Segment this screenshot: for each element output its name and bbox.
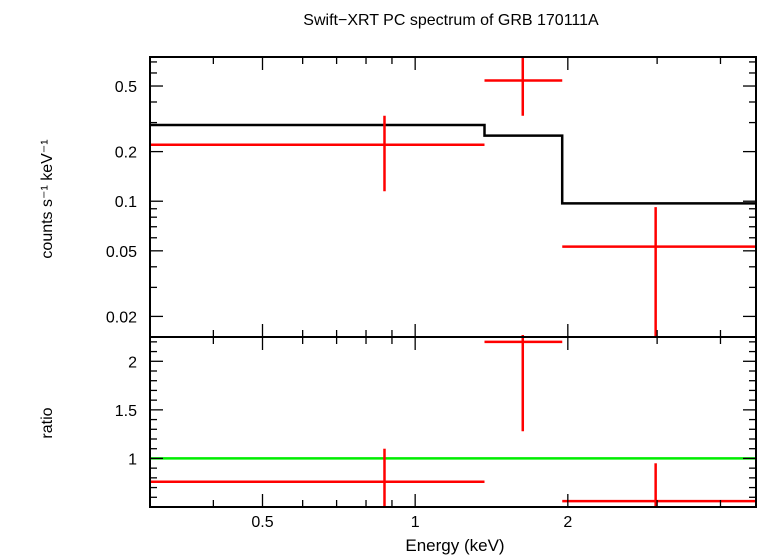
model-step-line bbox=[150, 123, 756, 205]
bottom-y-tick-label: 2 bbox=[128, 354, 137, 371]
bottom-y-axis-label: ratio bbox=[39, 407, 56, 438]
bottom-y-tick-label: 1.5 bbox=[115, 403, 137, 420]
top-y-tick-label: 0.5 bbox=[115, 79, 137, 96]
chart-title: Swift−XRT PC spectrum of GRB 170111A bbox=[303, 12, 599, 29]
top-y-tick-label: 0.1 bbox=[115, 194, 137, 211]
x-tick-label: 0.5 bbox=[251, 514, 273, 531]
x-tick-label: 1 bbox=[411, 514, 420, 531]
bottom-y-tick-label: 1 bbox=[128, 451, 137, 468]
top-y-tick-label: 0.2 bbox=[115, 145, 137, 162]
top-y-tick-label: 0.05 bbox=[106, 244, 137, 261]
top-panel-frame bbox=[149, 56, 757, 338]
bottom-panel-frame bbox=[149, 336, 757, 508]
top-y-axis-label: counts s⁻¹ keV⁻¹ bbox=[39, 139, 56, 258]
plot-area: 0.5 0.2 0.1 0.05 0.02 2 1.5 1 0.5 1 2 bbox=[106, 56, 757, 531]
x-tick-label: 2 bbox=[563, 514, 572, 531]
top-y-tick-label: 0.02 bbox=[106, 309, 137, 326]
x-axis-label: Energy (keV) bbox=[405, 536, 504, 555]
